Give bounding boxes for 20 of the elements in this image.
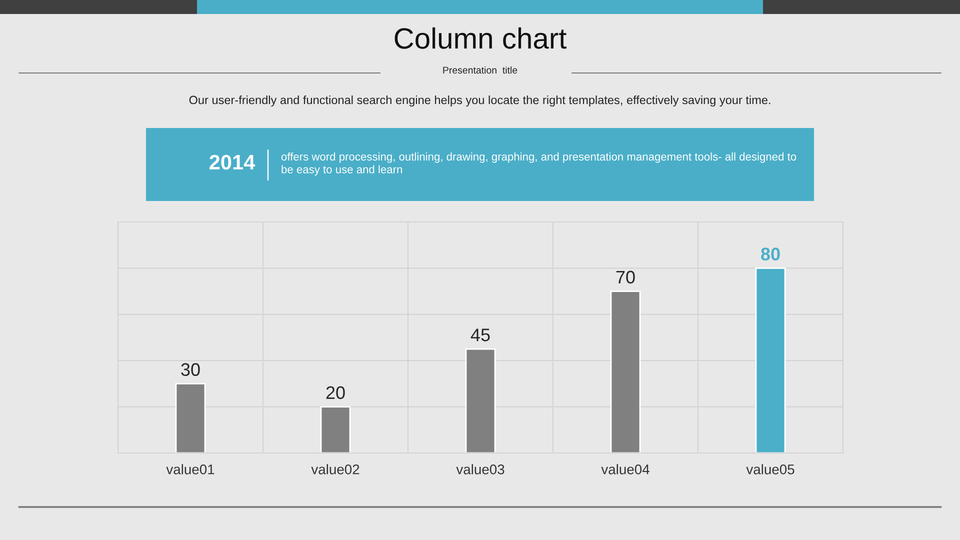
x-tick-label: value01 — [166, 464, 214, 474]
x-tick-label: value03 — [456, 464, 504, 474]
chart-subtitle: Presentation title — [443, 66, 518, 74]
x-tick-label: value05 — [746, 464, 794, 474]
text: Our user-friendly and functional search engine helps you locate the right templates, effectively saving your time. — [189, 96, 770, 107]
data-label: 45 — [470, 328, 490, 342]
text: offers word processing, outlining, drawing, graphing, and presentation management tools- all designed to be easy to use and learn — [281, 152, 796, 176]
chart-title: Column chart — [394, 27, 567, 49]
bar — [465, 348, 496, 453]
x-tick-label: value02 — [311, 464, 360, 474]
bar — [320, 406, 351, 453]
bar — [175, 383, 206, 453]
bar — [610, 290, 641, 453]
data-label: 20 — [326, 386, 345, 400]
bar — [755, 268, 786, 453]
text: 2014 — [210, 154, 256, 170]
data-label: 30 — [181, 363, 200, 376]
x-tick-label: value04 — [601, 464, 650, 474]
data-label: 80 — [761, 248, 780, 260]
data-label: 70 — [616, 270, 635, 284]
